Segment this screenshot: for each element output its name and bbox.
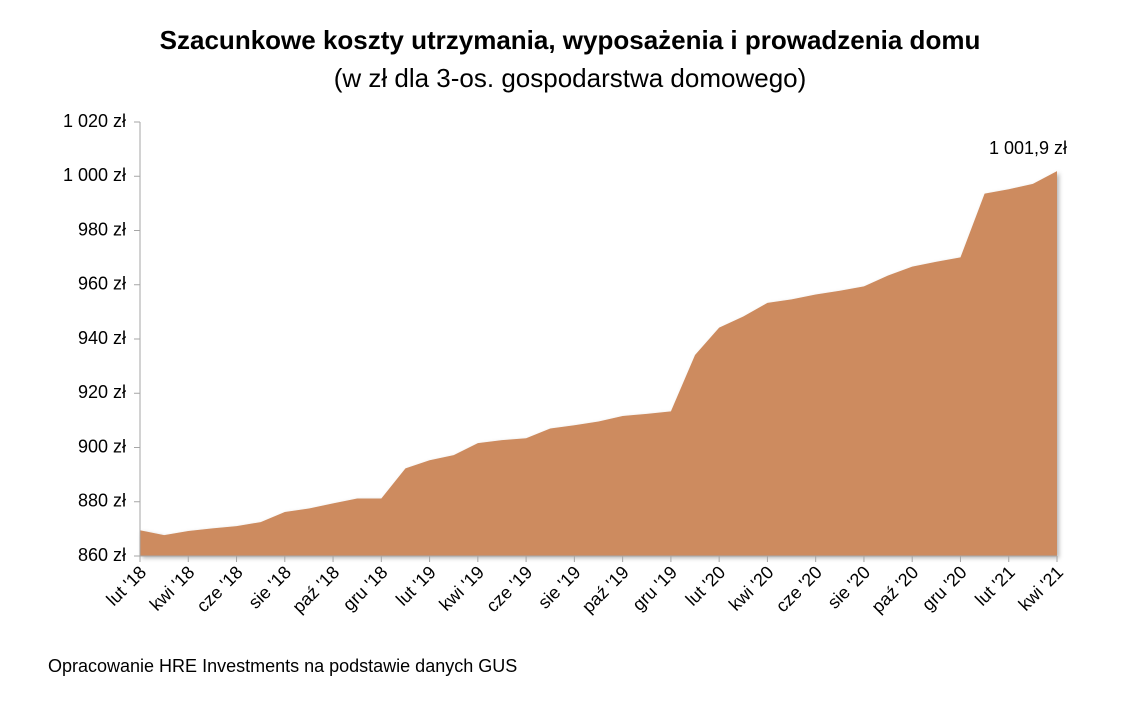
x-tick-label: gru '20 xyxy=(918,562,971,615)
x-tick-label: paź '18 xyxy=(288,562,343,617)
x-tick-label: sie '19 xyxy=(534,562,585,613)
x-tick-label: cze '19 xyxy=(482,562,536,616)
x-tick-label: cze '20 xyxy=(772,562,826,616)
y-tick-label: 1 020 zł xyxy=(63,111,126,131)
x-tick-label: kwi '21 xyxy=(1015,562,1068,615)
chart-subtitle: (w zł dla 3-os. gospodarstwa domowego) xyxy=(334,63,807,93)
y-tick-label: 880 zł xyxy=(78,491,126,511)
x-tick-label: kwi '18 xyxy=(146,562,199,615)
y-tick-label: 1 000 zł xyxy=(63,165,126,185)
area xyxy=(140,171,1057,556)
x-tick-label: kwi '20 xyxy=(725,562,778,615)
source-note: Opracowanie HRE Investments na podstawie… xyxy=(48,656,517,676)
x-tick-label: gru '18 xyxy=(339,562,392,615)
y-tick-label: 960 zł xyxy=(78,274,126,294)
x-tick-label: lut '21 xyxy=(971,562,1019,610)
y-tick-label: 940 zł xyxy=(78,328,126,348)
y-tick-label: 860 zł xyxy=(78,545,126,565)
y-tick-label: 980 zł xyxy=(78,219,126,239)
x-tick-label: gru '19 xyxy=(628,562,681,615)
x-tick-label: sie '18 xyxy=(244,562,295,613)
chart-title: Szacunkowe koszty utrzymania, wyposażeni… xyxy=(160,25,981,55)
x-tick-label: lut '19 xyxy=(392,562,440,610)
data-label: 1 001,9 zł xyxy=(989,138,1067,158)
x-tick-label: sie '20 xyxy=(824,562,875,613)
x-tick-label: paź '20 xyxy=(868,562,923,617)
y-tick-label: 900 zł xyxy=(78,436,126,456)
y-tick-label: 920 zł xyxy=(78,382,126,402)
x-tick-label: lut '20 xyxy=(682,562,730,610)
x-tick-label: lut '18 xyxy=(102,562,150,610)
x-tick-label: cze '18 xyxy=(193,562,247,616)
x-tick-label: paź '19 xyxy=(578,562,633,617)
x-tick-label: kwi '19 xyxy=(435,562,488,615)
